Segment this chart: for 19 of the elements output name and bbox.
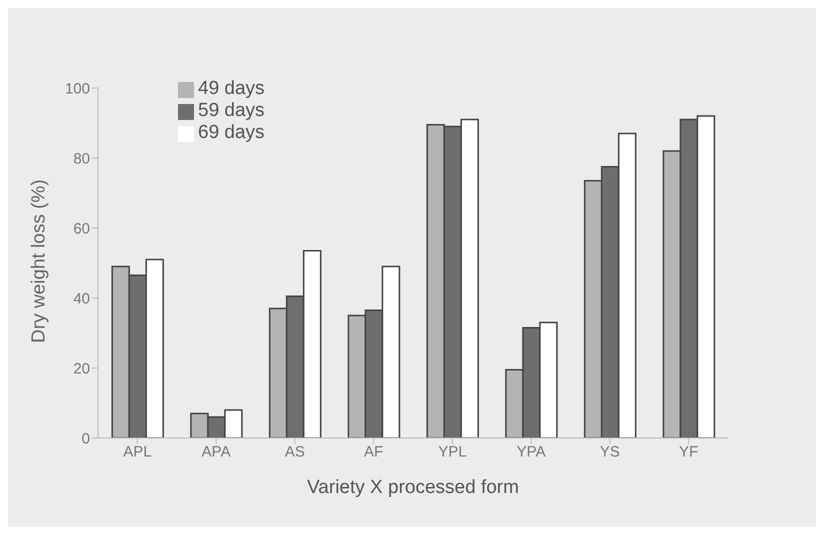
legend-label: 69 days — [198, 122, 265, 143]
y-axis-title: Dry weight loss (%) — [28, 179, 50, 343]
x-tick-label: AS — [284, 444, 305, 461]
x-tick-label: YPL — [438, 444, 467, 461]
legend-label: 49 days — [198, 78, 265, 99]
y-tick-label: 20 — [73, 360, 90, 378]
x-tick-label: APL — [123, 444, 152, 461]
x-tick-label: APA — [202, 444, 231, 461]
y-tick-label: 0 — [82, 430, 90, 448]
x-tick-label: YF — [679, 444, 698, 461]
x-tick-label: AF — [364, 444, 384, 461]
y-tick-label: 40 — [73, 290, 90, 308]
y-tick-label: 100 — [64, 80, 90, 98]
y-tick-label: 80 — [73, 150, 90, 168]
x-tick-label: YS — [600, 444, 620, 461]
y-tick-label: 60 — [73, 220, 90, 238]
x-axis-title: Variety X processed form — [307, 477, 519, 498]
legend-label: 59 days — [198, 100, 265, 121]
x-tick-label: YPA — [516, 444, 546, 461]
